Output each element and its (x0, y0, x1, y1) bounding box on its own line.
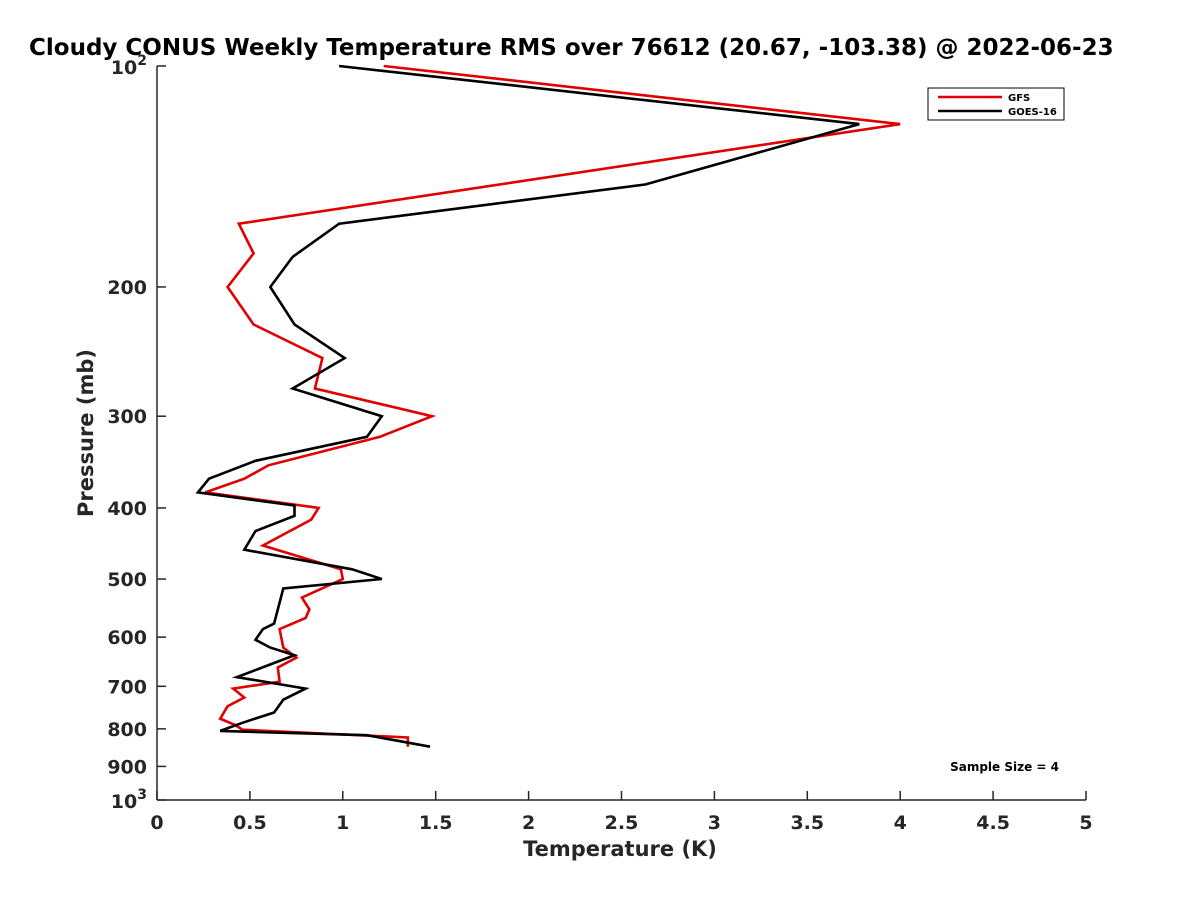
x-tick-label: 3 (708, 812, 721, 834)
x-tick-label: 4.5 (976, 812, 1010, 834)
chart-title: Cloudy CONUS Weekly Temperature RMS over… (29, 35, 1114, 61)
y-tick-label: 600 (107, 627, 147, 649)
y-axis-label: Pressure (mb) (74, 349, 98, 517)
y-tick-layer: 102 200 300 400 500 600 700 800 900 103 (107, 53, 166, 813)
x-tick-label: 4 (894, 812, 907, 834)
x-tick-label: 3.5 (790, 812, 824, 834)
y-tick-label: 500 (107, 569, 147, 591)
legend-label: GFS (1008, 93, 1030, 104)
legend-label: GOES-16 (1008, 107, 1057, 118)
y-tick-label: 700 (107, 676, 147, 698)
series-line-goes-16 (195, 64, 860, 748)
x-tick-layer: 0 0.5 1 1.5 2 2.5 3 3.5 4 4.5 5 (150, 791, 1093, 834)
y-tick-label: 900 (107, 756, 147, 778)
x-tick-label: 1.5 (419, 812, 453, 834)
legend-box (927, 87, 1065, 121)
x-tick-label: 2 (522, 812, 535, 834)
x-tick-label: 1 (336, 812, 349, 834)
y-tick-label: 200 (107, 277, 147, 299)
y-tick-label: 800 (107, 719, 147, 741)
y-tick-label: 103 (111, 787, 147, 813)
legend: GFS GOES-16 (927, 87, 1065, 121)
y-tick-label: 102 (111, 53, 147, 79)
x-tick-label: 0.5 (233, 812, 267, 834)
sample-size-annotation: Sample Size = 4 (950, 760, 1059, 774)
x-tick-label: 5 (1079, 812, 1092, 834)
x-tick-label: 0 (150, 812, 163, 834)
y-tick-label: 300 (107, 406, 147, 428)
series-line-gfs (204, 64, 901, 747)
y-tick-label: 400 (107, 498, 147, 520)
x-axis-label: Temperature (K) (523, 837, 717, 861)
series-layer (195, 64, 901, 748)
x-tick-label: 2.5 (605, 812, 639, 834)
